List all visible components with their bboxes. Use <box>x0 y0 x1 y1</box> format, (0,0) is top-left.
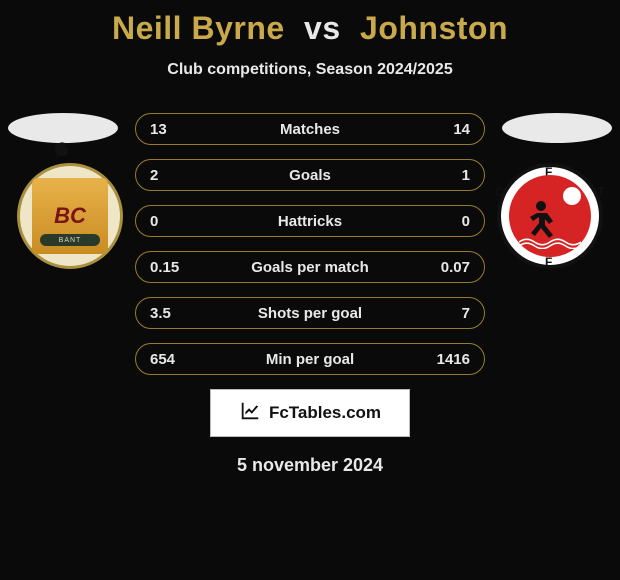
player1-club-crest: BC BANT <box>17 163 123 269</box>
stat-p1-value: 13 <box>150 121 167 138</box>
stat-row-shots-per-goal: 3.5 Shots per goal 7 <box>135 297 485 329</box>
stats-area: BC BANT F T F C 13 <box>0 113 620 375</box>
stat-p2-value: 1 <box>462 167 470 184</box>
stat-p2-value: 0.07 <box>441 259 470 276</box>
chart-icon <box>239 400 261 427</box>
stat-p2-value: 14 <box>453 121 470 138</box>
stat-row-goals-per-match: 0.15 Goals per match 0.07 <box>135 251 485 283</box>
infographic-root: { "title": { "player1_color":"#c9a94a", … <box>0 0 620 580</box>
fctables-attribution: FcTables.com <box>210 389 410 437</box>
stat-label: Goals <box>289 167 331 184</box>
attribution-text: FcTables.com <box>269 403 381 423</box>
stat-row-matches: 13 Matches 14 <box>135 113 485 145</box>
stat-p2-value: 0 <box>462 213 470 230</box>
stat-rows: 13 Matches 14 2 Goals 1 0 Hattricks 0 0.… <box>135 113 485 375</box>
stat-label: Goals per match <box>251 259 369 276</box>
crest-ribbon: BANT <box>40 234 100 246</box>
stat-p1-value: 2 <box>150 167 158 184</box>
player2-name: Johnston <box>360 10 508 46</box>
stat-p2-value: 7 <box>462 305 470 322</box>
stat-label: Shots per goal <box>258 305 362 322</box>
crest-inner: BC BANT <box>32 178 108 254</box>
player1-photo-placeholder <box>8 113 118 143</box>
stat-label: Matches <box>280 121 340 138</box>
crest-initials: BC <box>54 203 86 229</box>
stat-label: Min per goal <box>266 351 354 368</box>
stat-p1-value: 0 <box>150 213 158 230</box>
stat-row-hattricks: 0 Hattricks 0 <box>135 205 485 237</box>
stat-p1-value: 654 <box>150 351 175 368</box>
comparison-title: Neill Byrne vs Johnston <box>0 0 620 47</box>
player2-club-crest: F T F C <box>497 163 603 269</box>
stat-label: Hattricks <box>278 213 342 230</box>
stat-p1-value: 0.15 <box>150 259 179 276</box>
crest-letter-f2: F <box>545 255 552 269</box>
subtitle: Club competitions, Season 2024/2025 <box>0 61 620 79</box>
crest-letter-c: C <box>495 185 504 199</box>
crest-letter-t: T <box>598 185 605 199</box>
vs-separator: vs <box>304 10 341 46</box>
stat-p2-value: 1416 <box>437 351 470 368</box>
stat-row-min-per-goal: 654 Min per goal 1416 <box>135 343 485 375</box>
stat-p1-value: 3.5 <box>150 305 171 322</box>
stat-row-goals: 2 Goals 1 <box>135 159 485 191</box>
player2-photo-placeholder <box>502 113 612 143</box>
rooster-icon <box>48 140 76 168</box>
player1-name: Neill Byrne <box>112 10 285 46</box>
crest-red-circle <box>509 175 591 257</box>
waves-icon <box>519 235 581 249</box>
date-text: 5 november 2024 <box>0 455 620 476</box>
